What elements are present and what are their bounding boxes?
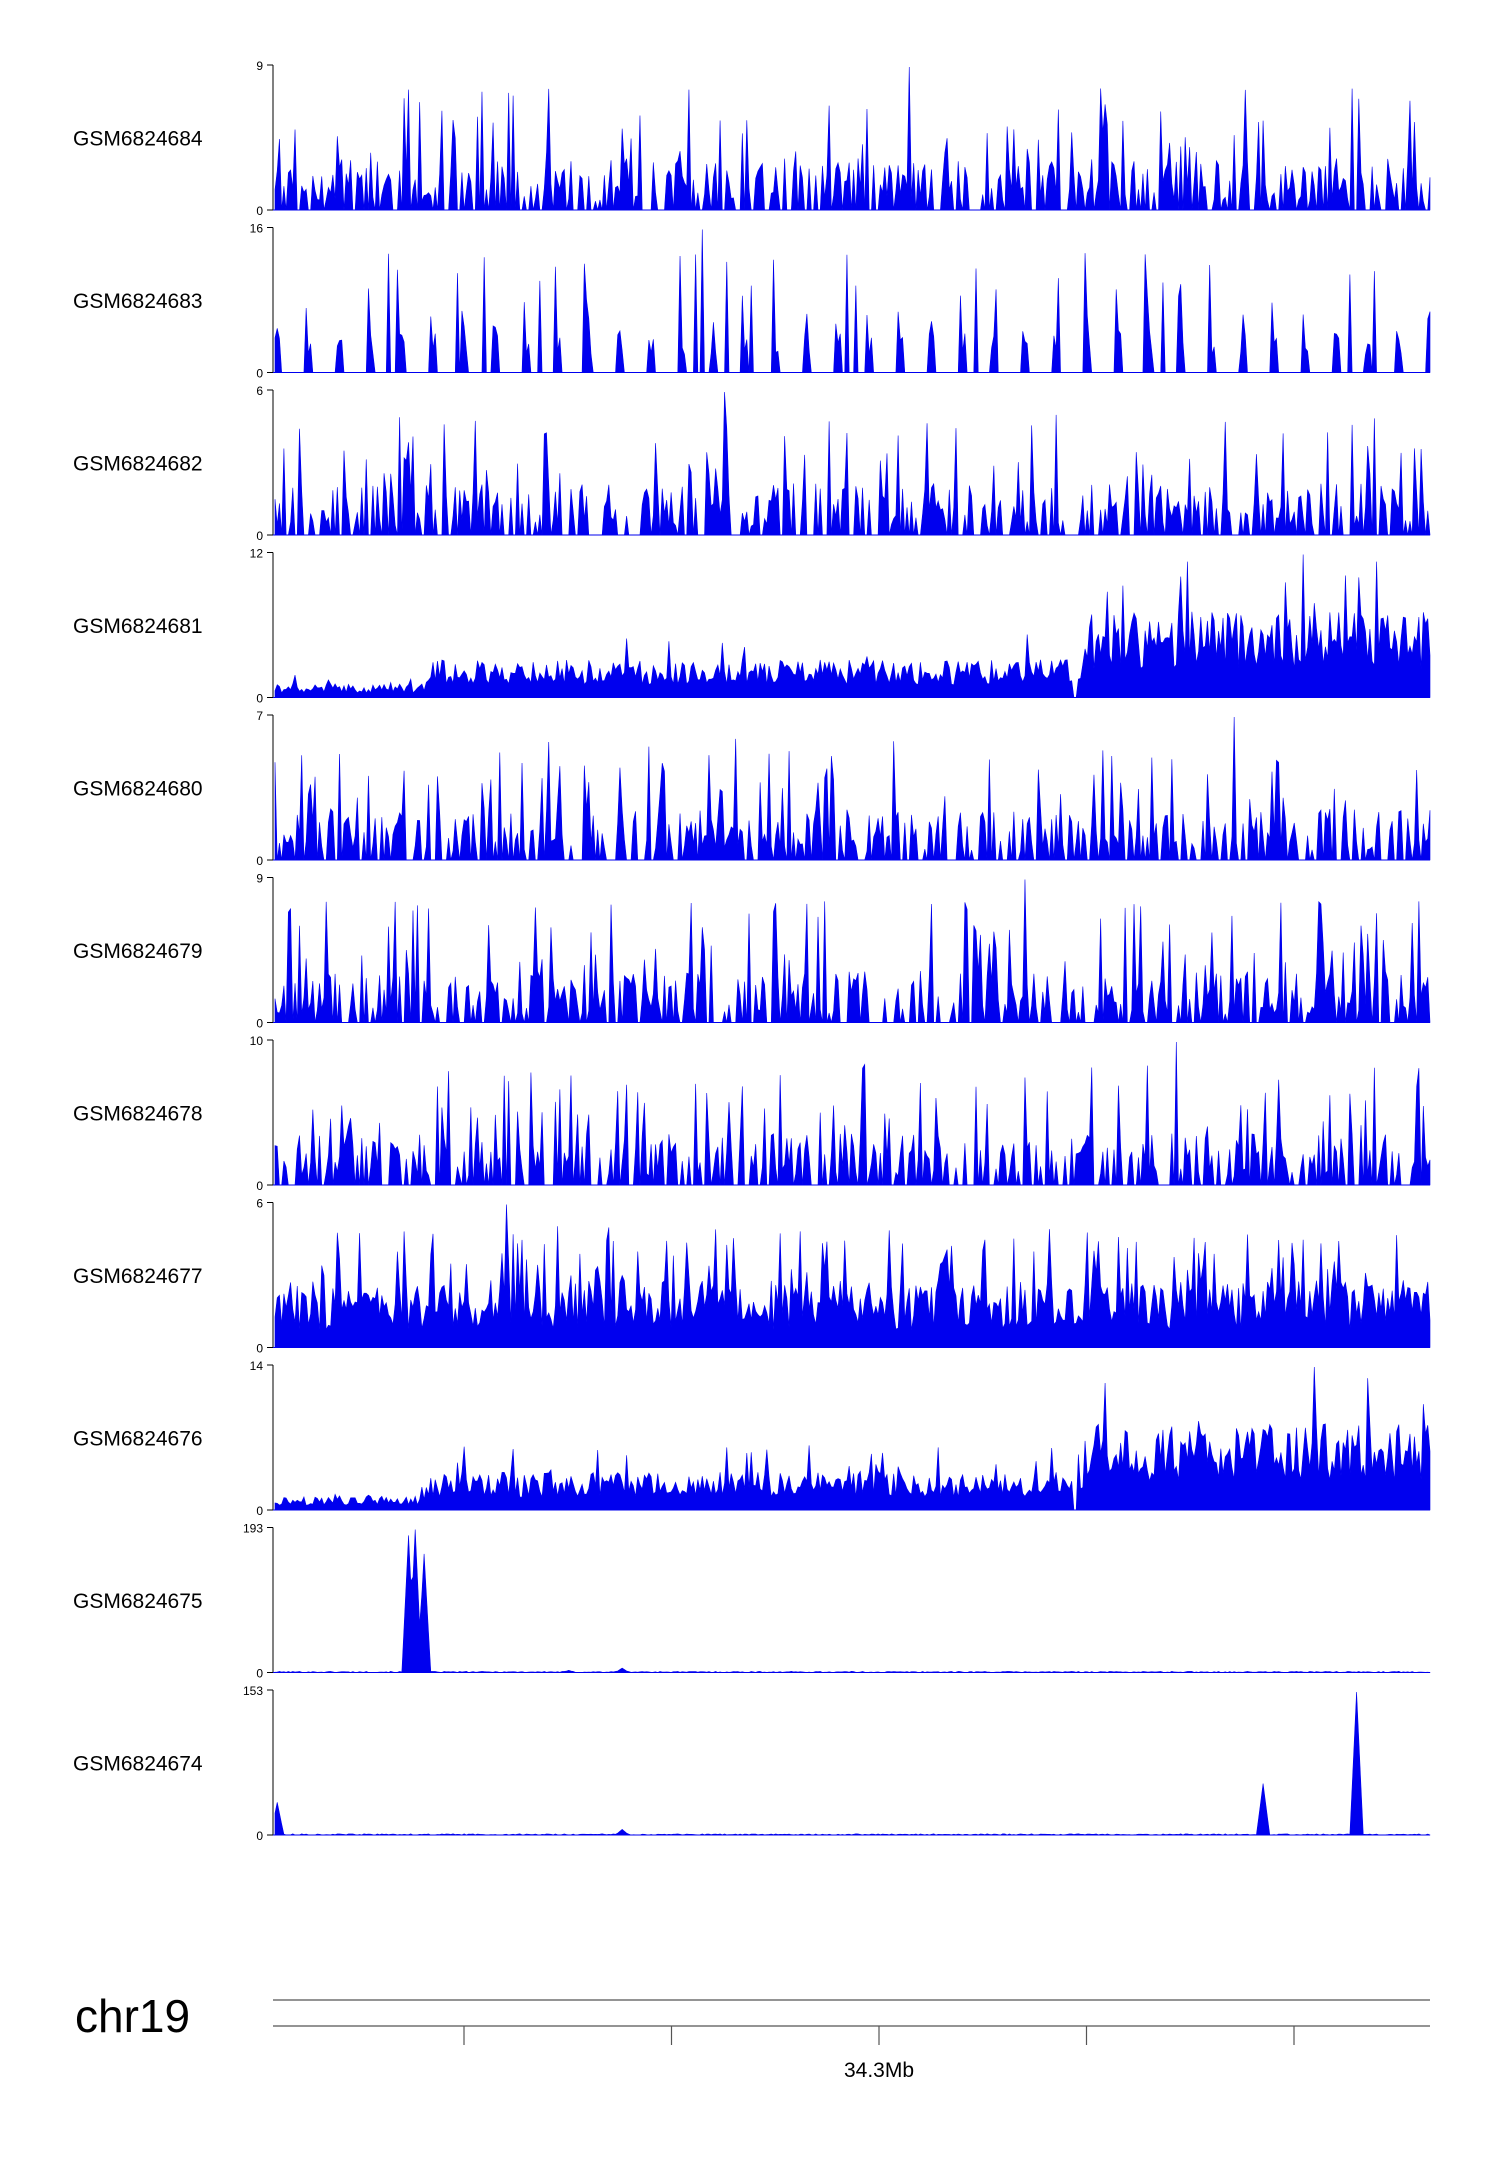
track-label: GSM6824680 [73,778,203,801]
track-GSM6824677: GSM6824677 6 0 [73,1197,1431,1356]
signal-area-GSM6824680 [274,716,1431,861]
y-max-label: 7 [256,709,263,723]
y-min-label: 0 [256,1829,263,1843]
track-GSM6824678: GSM6824678 10 0 [73,1034,1431,1193]
y-min-label: 0 [256,367,263,381]
track-label: GSM6824677 [73,1265,203,1288]
track-label: GSM6824675 [73,1590,203,1613]
signal-area-GSM6824683 [274,229,1431,373]
signal-area-GSM6824679 [274,879,1431,1023]
signal-area-GSM6824677 [274,1204,1431,1348]
signal-area-GSM6824676 [274,1366,1431,1511]
track-GSM6824684: GSM6824684 9 0 [73,59,1431,218]
track-label: GSM6824682 [73,453,203,476]
y-min-label: 0 [256,1342,263,1356]
y-max-label: 6 [256,384,263,398]
track-label: GSM6824676 [73,1428,203,1451]
y-max-label: 153 [243,1684,263,1698]
track-label: GSM6824678 [73,1103,203,1126]
track-GSM6824682: GSM6824682 6 0 [73,384,1431,543]
track-GSM6824675: GSM6824675 193 0 [73,1522,1431,1681]
y-max-label: 193 [243,1522,263,1536]
y-max-label: 12 [250,547,264,561]
track-GSM6824680: GSM6824680 7 0 [73,709,1431,868]
track-GSM6824681: GSM6824681 12 0 [73,547,1431,706]
signal-area-GSM6824682 [274,391,1431,536]
track-GSM6824683: GSM6824683 16 0 [73,222,1431,381]
track-GSM6824676: GSM6824676 14 0 [73,1359,1431,1518]
track-GSM6824674: GSM6824674 153 0 [73,1684,1431,1843]
y-min-label: 0 [256,1667,263,1681]
y-max-label: 16 [250,222,264,236]
track-label: GSM6824679 [73,940,203,963]
y-min-label: 0 [256,854,263,868]
y-max-label: 9 [256,872,263,886]
y-min-label: 0 [256,1179,263,1193]
y-min-label: 0 [256,529,263,543]
y-min-label: 0 [256,1504,263,1518]
tracks-layer: GSM682468490GSM6824683160GSM682468260GSM… [73,59,1431,1843]
signal-area-GSM6824674 [274,1691,1431,1836]
track-label: GSM6824683 [73,290,203,313]
y-min-label: 0 [256,1017,263,1031]
track-label: GSM6824681 [73,615,203,638]
signal-area-GSM6824675 [274,1529,1431,1673]
y-max-label: 6 [256,1197,263,1211]
track-GSM6824679: GSM6824679 9 0 [73,872,1431,1031]
y-min-label: 0 [256,204,263,218]
chromosome-label: chr19 [75,1990,190,2042]
track-label: GSM6824684 [73,128,203,151]
track-label: GSM6824674 [73,1753,203,1776]
y-min-label: 0 [256,692,263,706]
signal-area-GSM6824678 [274,1041,1431,1186]
signal-area-GSM6824684 [274,66,1431,211]
signal-area-GSM6824681 [274,554,1431,698]
y-max-label: 14 [250,1359,264,1373]
x-axis-tick-label: 34.3Mb [844,2059,914,2082]
y-max-label: 10 [250,1034,264,1048]
chromosome-axis: chr19 34.3Mb [75,1990,1430,2082]
y-max-label: 9 [256,59,263,73]
